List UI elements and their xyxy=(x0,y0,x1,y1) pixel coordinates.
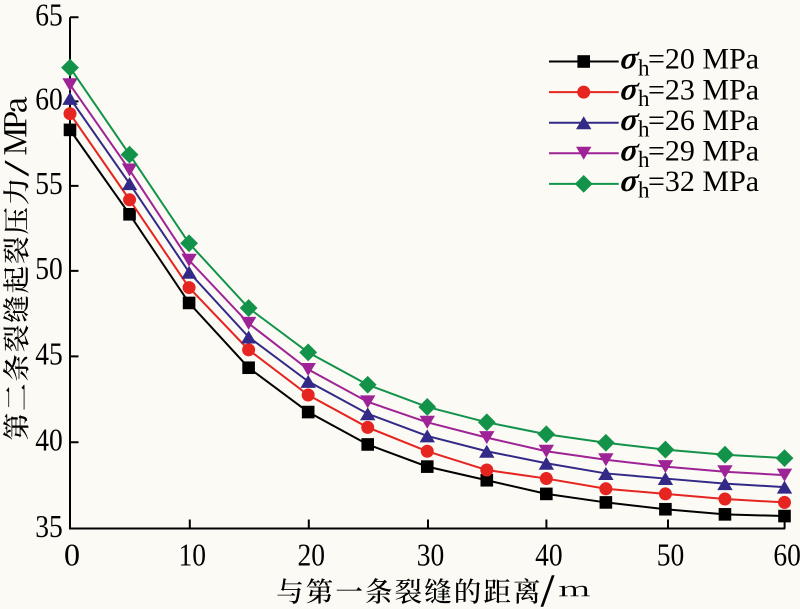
svg-text:h: h xyxy=(638,178,650,203)
svg-text:50: 50 xyxy=(35,250,63,286)
svg-text:0: 0 xyxy=(64,536,80,572)
svg-text:h: h xyxy=(638,86,650,111)
svg-text:h: h xyxy=(638,147,650,172)
svg-text:45: 45 xyxy=(35,336,63,372)
svg-text:60: 60 xyxy=(773,536,800,572)
svg-text:h: h xyxy=(638,55,650,80)
svg-text:60: 60 xyxy=(35,81,63,117)
svg-text:35: 35 xyxy=(35,508,63,544)
svg-text:σ: σ xyxy=(619,132,643,168)
svg-text:20: 20 xyxy=(298,536,326,572)
svg-text:σ: σ xyxy=(619,101,643,137)
svg-text:40: 40 xyxy=(535,536,563,572)
svg-text:σ: σ xyxy=(619,162,643,198)
svg-text:σ: σ xyxy=(619,40,643,76)
svg-text:30: 30 xyxy=(417,536,445,572)
svg-text:10: 10 xyxy=(179,536,207,572)
svg-text:65: 65 xyxy=(35,0,63,32)
svg-text:40: 40 xyxy=(35,421,63,457)
svg-text:h: h xyxy=(638,117,650,142)
svg-text:=29 MPa: =29 MPa xyxy=(648,135,759,168)
svg-text:σ: σ xyxy=(619,70,643,106)
svg-text:=20 MPa: =20 MPa xyxy=(648,43,759,76)
svg-text:55: 55 xyxy=(35,165,63,201)
svg-text:50: 50 xyxy=(657,536,685,572)
svg-text:=32 MPa: =32 MPa xyxy=(648,165,759,198)
svg-text:=23 MPa: =23 MPa xyxy=(648,73,759,106)
svg-text:=26 MPa: =26 MPa xyxy=(648,104,759,137)
